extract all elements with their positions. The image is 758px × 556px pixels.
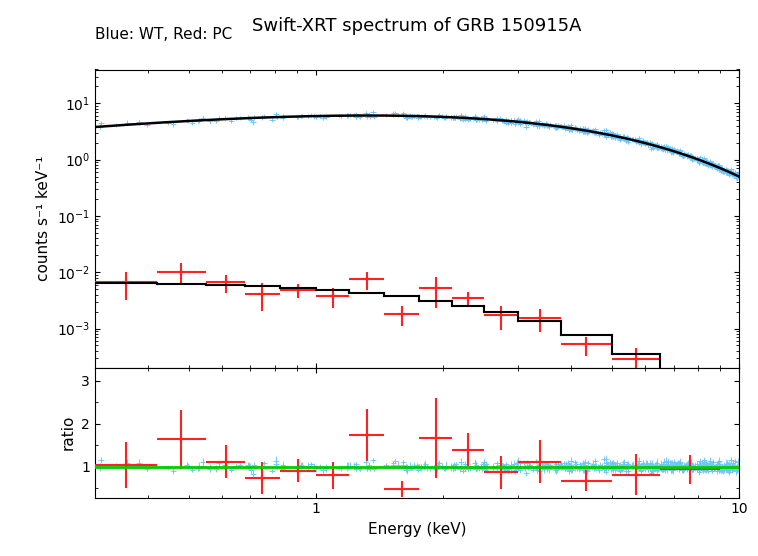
Text: Blue: WT, Red: PC: Blue: WT, Red: PC [95,27,232,42]
Title: Swift-XRT spectrum of GRB 150915A: Swift-XRT spectrum of GRB 150915A [252,17,581,34]
Y-axis label: ratio: ratio [61,415,76,450]
X-axis label: Energy (keV): Energy (keV) [368,522,466,537]
Y-axis label: counts s⁻¹ keV⁻¹: counts s⁻¹ keV⁻¹ [36,156,51,281]
